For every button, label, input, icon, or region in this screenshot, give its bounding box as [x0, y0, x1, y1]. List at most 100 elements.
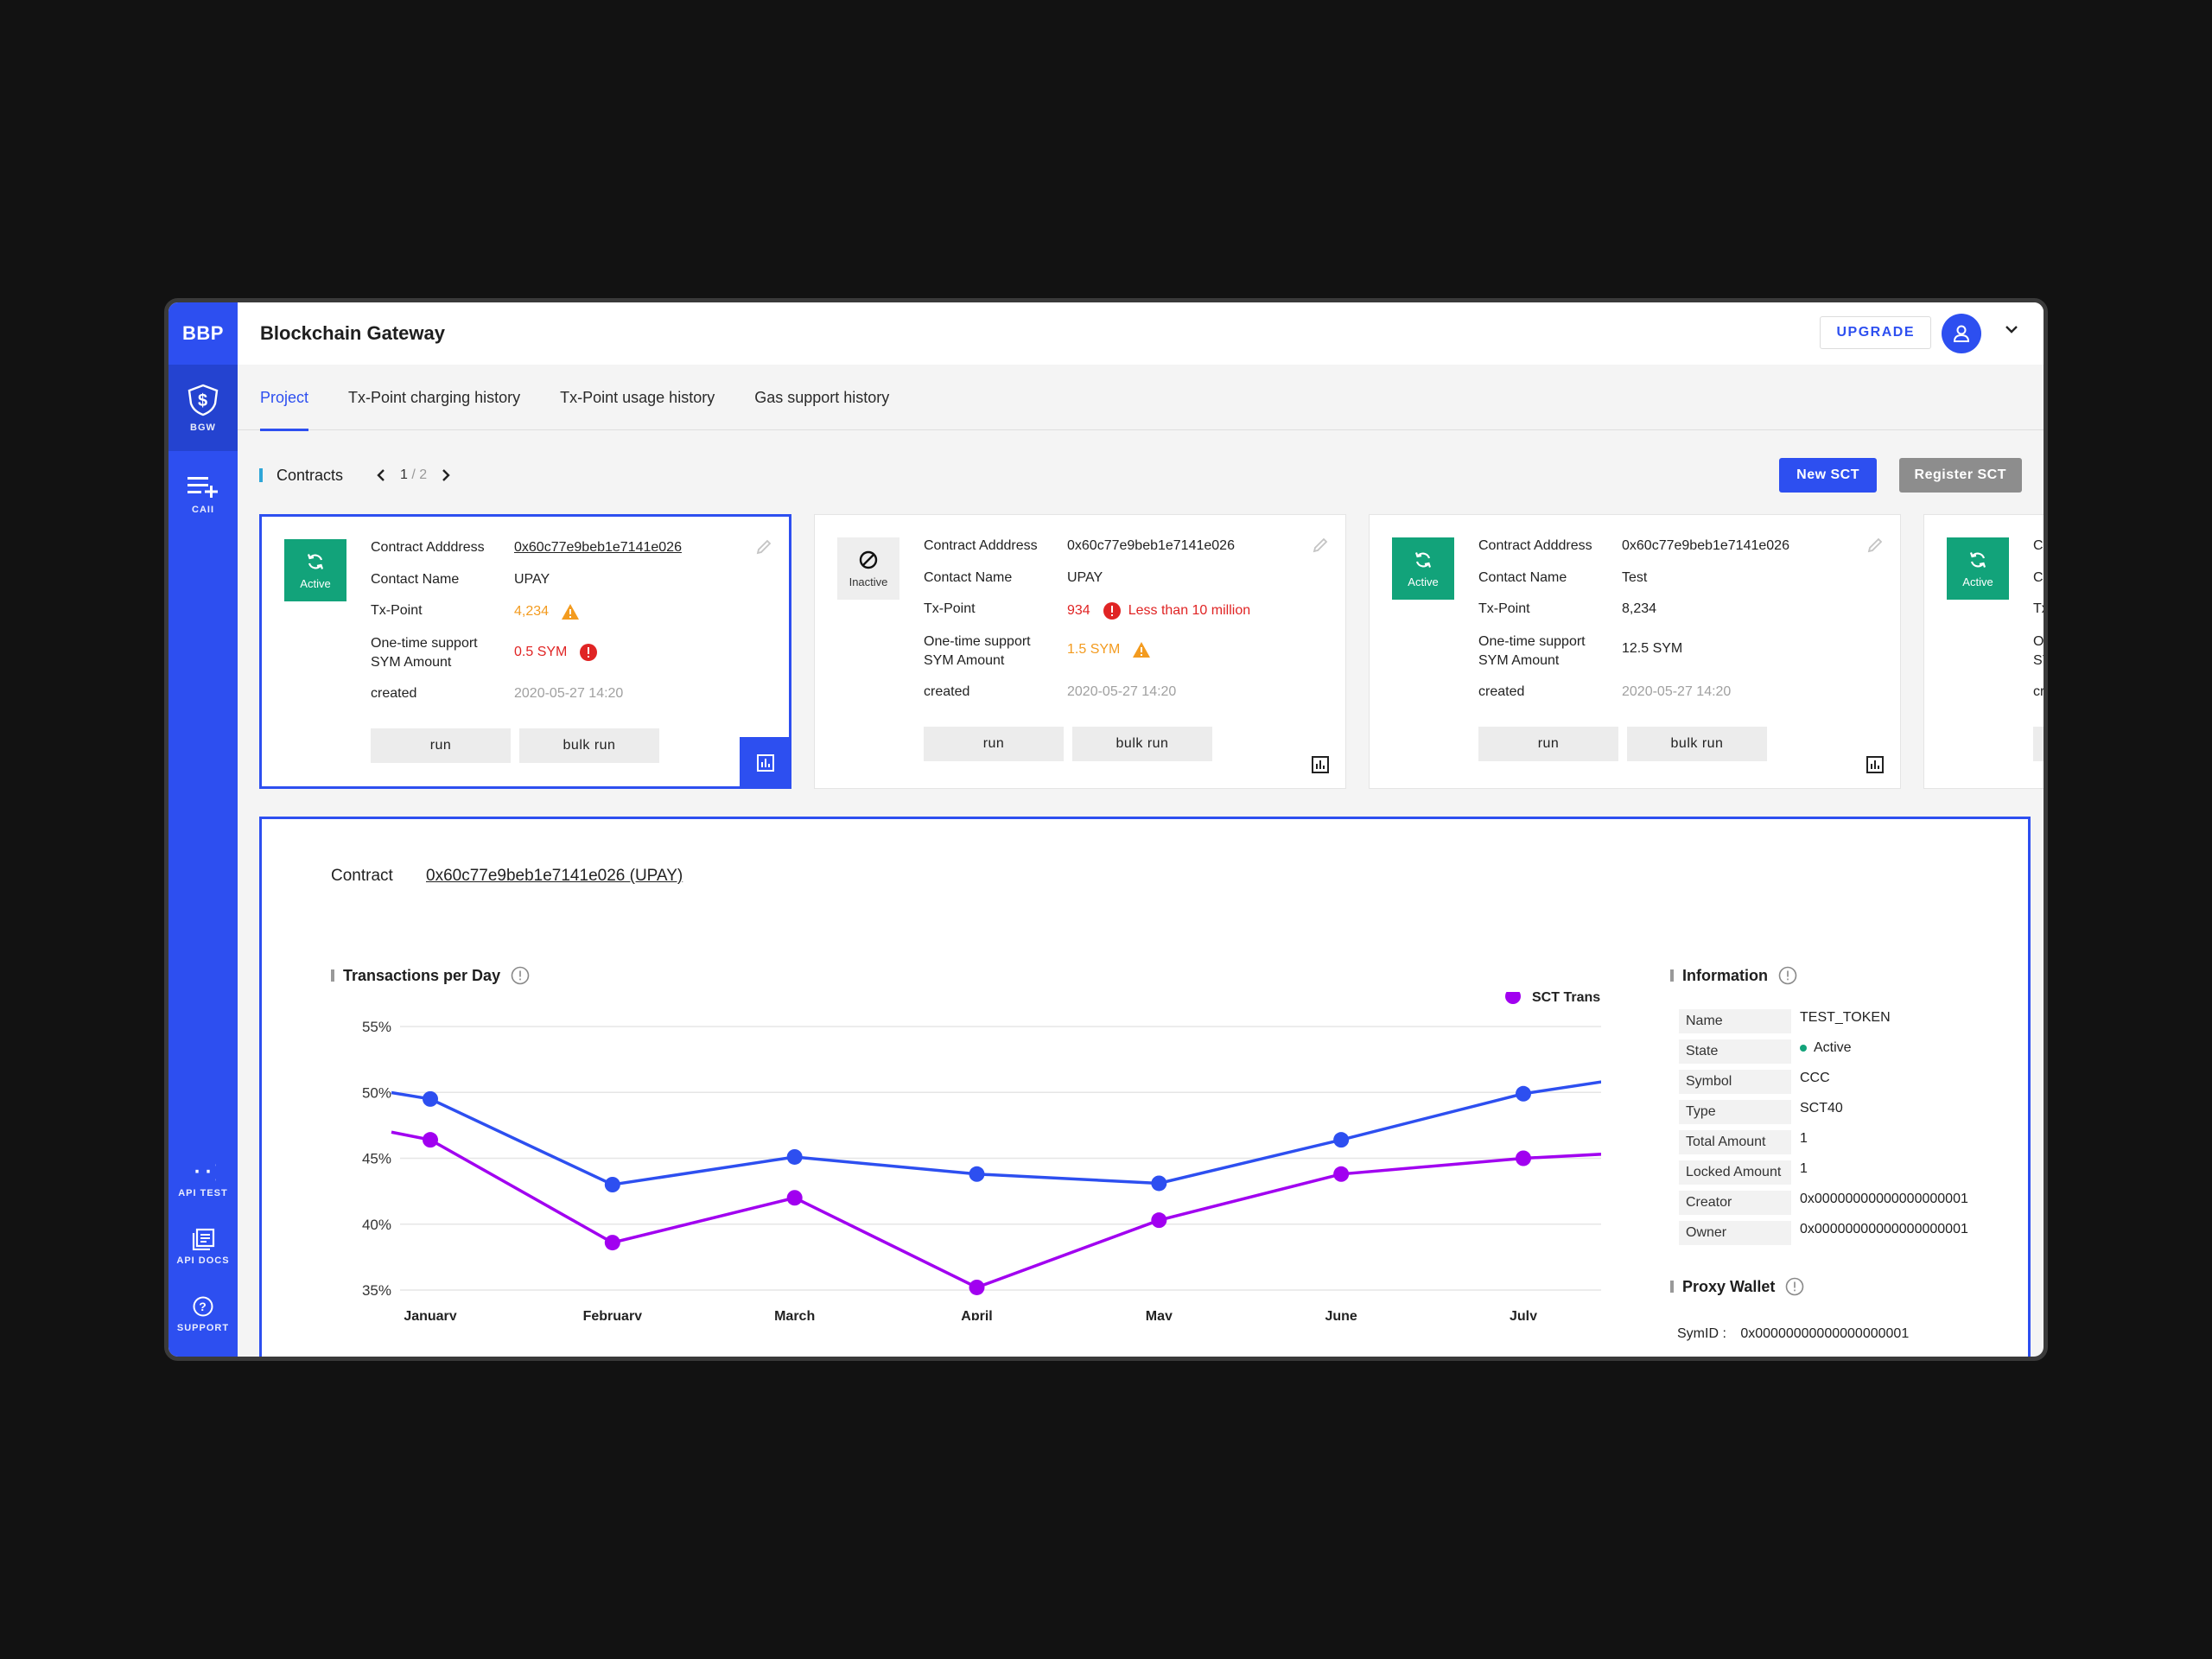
info-row: Creator 0x00000000000000000001 — [1679, 1191, 1973, 1215]
upgrade-button[interactable]: UPGRADE — [1820, 316, 1931, 349]
info-icon[interactable] — [511, 966, 530, 985]
data-point — [969, 1166, 985, 1182]
run-button[interactable] — [2033, 727, 2044, 761]
tab-project[interactable]: Project — [260, 365, 309, 431]
legend-label: SCT Transition — [1532, 992, 1601, 1005]
data-point — [1151, 1212, 1167, 1229]
field-label: Contact Name — [371, 572, 460, 587]
pencil-icon[interactable] — [754, 537, 773, 556]
contract-address-link[interactable]: 0x60c77e9beb1e7141e026 — [1622, 538, 1789, 553]
contract-name: Test — [1622, 570, 1648, 585]
contract-card[interactable]: Inactive Contract Adddress 0x60c77e9beb1… — [814, 514, 1346, 789]
run-button[interactable]: run — [924, 727, 1064, 761]
contract-detail-panel: Contract 0x60c77e9beb1e7141e026 (UPAY) T… — [259, 817, 2031, 1357]
bulk-run-button[interactable]: bulk run — [519, 728, 659, 763]
info-value: SCT40 — [1800, 1101, 1843, 1116]
proxy-wallet-row: SymID : 0x00000000000000000001 — [1677, 1326, 1909, 1342]
sync-icon — [1414, 551, 1432, 568]
info-value: TEST_TOKEN — [1800, 1010, 1891, 1025]
x-tick-label: April — [961, 1309, 992, 1320]
data-point — [786, 1148, 803, 1165]
contracts-title: Contracts — [276, 466, 344, 484]
tab-gas-support-history[interactable]: Gas support history — [754, 388, 890, 406]
tab-tx-point-charging-history[interactable]: Tx-Point charging history — [348, 388, 521, 406]
info-icon[interactable] — [1785, 1277, 1804, 1296]
info-value: Active — [1800, 1036, 1852, 1060]
created-date: 2020-05-27 14:20 — [514, 686, 624, 701]
sidebar-item-support[interactable]: ? SUPPORT — [168, 1281, 238, 1348]
tx-point-amount: 8,234 — [1622, 601, 1657, 616]
data-point — [786, 1190, 803, 1206]
bulk-run-button[interactable]: bulk run — [1627, 727, 1767, 761]
data-point — [969, 1279, 985, 1295]
brand-logo[interactable]: BBP — [182, 322, 224, 344]
contract-card[interactable]: Active Co Co Tx On SY cre — [1923, 514, 2044, 789]
proxy-key: SymID : — [1677, 1326, 1726, 1341]
sym-amount: 1.5 SYM — [1067, 642, 1121, 657]
chevron-left-icon[interactable] — [374, 467, 388, 483]
contract-card[interactable]: Active Contract Adddress 0x60c77e9beb1e7… — [1369, 514, 1901, 789]
info-value: 0x00000000000000000001 — [1800, 1222, 1968, 1236]
field-label: Tx-Point — [924, 601, 976, 616]
sidebar-item-label: SUPPORT — [176, 1323, 230, 1333]
data-point — [1516, 1085, 1531, 1102]
chevron-down-icon[interactable] — [2004, 323, 2019, 335]
created-date: 2020-05-27 14:20 — [1622, 684, 1732, 699]
pencil-icon[interactable] — [1866, 536, 1885, 555]
contract-link[interactable]: 0x60c77e9beb1e7141e026 (UPAY) — [426, 867, 683, 885]
contract-address-link[interactable]: 0x60c77e9beb1e7141e026 — [514, 540, 682, 555]
bulk-run-button[interactable]: bulk run — [1072, 727, 1212, 761]
info-row: Locked Amount 1 — [1679, 1160, 1973, 1185]
section-marker — [331, 969, 334, 982]
tx-point-warning-text: Less than 10 million — [1128, 603, 1251, 618]
sym-amount-value: 0.5 SYM — [514, 643, 598, 662]
run-button[interactable]: run — [371, 728, 511, 763]
code-braces-icon: {··} — [190, 1161, 216, 1182]
run-button[interactable]: run — [1478, 727, 1618, 761]
field-label: created — [1478, 684, 1525, 699]
data-point — [423, 1090, 438, 1107]
sidebar-item-label: API TEST — [178, 1188, 228, 1198]
bar-chart-icon[interactable] — [1311, 755, 1330, 774]
bar-chart-icon — [757, 754, 774, 772]
info-key: Total Amount — [1679, 1130, 1791, 1154]
data-point — [1516, 1150, 1531, 1166]
pagination-indicator: 1 / 2 — [400, 467, 427, 483]
sidebar-item-bgw[interactable]: $ BGW — [168, 365, 238, 451]
info-value: 1 — [1800, 1161, 1808, 1176]
error-icon — [580, 644, 598, 661]
bar-chart-icon[interactable] — [1866, 755, 1885, 774]
avatar[interactable] — [1942, 314, 1981, 353]
chart-section-title: Transactions per Day — [331, 966, 530, 985]
sidebar-item-caii[interactable]: CAII — [168, 451, 238, 537]
proxy-wallet-section-title: Proxy Wallet — [1670, 1277, 1804, 1296]
chevron-right-icon[interactable] — [439, 467, 453, 483]
info-icon[interactable] — [1778, 966, 1797, 985]
info-row: Owner 0x00000000000000000001 — [1679, 1221, 1973, 1245]
status-label: Active — [300, 576, 331, 590]
sidebar-item-label: CAII — [192, 505, 214, 515]
contracts-header: Contracts 1 / 2 New SCT Register SCT — [259, 458, 2022, 493]
sidebar-item-api-test[interactable]: {··} API TEST — [168, 1146, 238, 1213]
new-sct-button[interactable]: New SCT — [1779, 458, 1877, 493]
contract-name: UPAY — [1067, 570, 1103, 585]
tx-point-amount: 4,234 — [514, 604, 550, 619]
transactions-line-chart: 35% 40% 45% 50% 55% January February March April… — [362, 992, 1601, 1320]
help-circle-icon: ? — [193, 1296, 213, 1317]
info-key: Type — [1679, 1100, 1791, 1124]
sidebar-bottom: {··} API TEST API DOCS ? SU — [168, 1146, 238, 1348]
x-tick-label: February — [583, 1309, 643, 1320]
contract-address-link[interactable]: 0x60c77e9beb1e7141e026 — [1067, 538, 1235, 553]
sidebar-item-api-docs[interactable]: API DOCS — [168, 1213, 238, 1281]
error-icon — [1103, 602, 1121, 620]
data-point — [1151, 1175, 1167, 1192]
pencil-icon[interactable] — [1311, 536, 1330, 555]
status-badge-inactive: Inactive — [837, 537, 899, 600]
register-sct-button[interactable]: Register SCT — [1898, 458, 2022, 493]
sync-icon — [1969, 551, 1986, 568]
chart-toggle-button[interactable] — [740, 737, 791, 789]
tab-tx-point-usage-history[interactable]: Tx-Point usage history — [560, 388, 715, 406]
contract-card[interactable]: Active Contract Adddress 0x60c77e9beb1e7… — [259, 514, 791, 789]
field-label: Co — [2033, 570, 2044, 585]
pagination-current: 1 — [400, 467, 408, 482]
